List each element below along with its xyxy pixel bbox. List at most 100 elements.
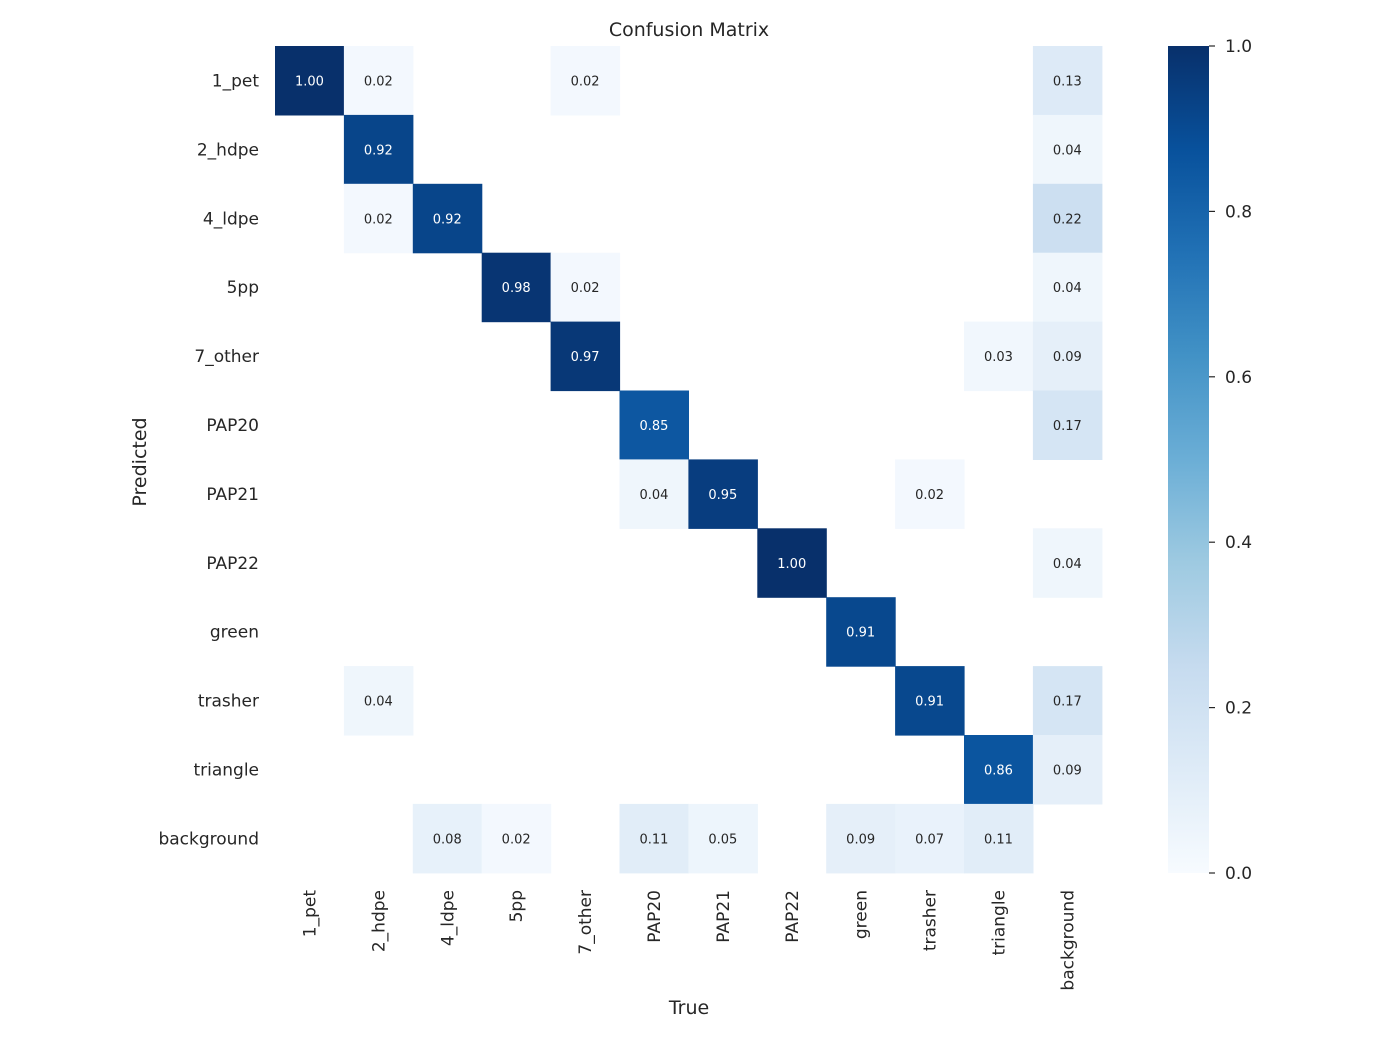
y-axis-label: Predicted <box>129 417 151 506</box>
y-tick-labels: 1_pet 2_hdpe 4_ldpe 5pp 7_other PAP20 PAP21 PAP… <box>158 71 259 849</box>
heatmap-cell <box>826 803 896 874</box>
y-tick-label: 2_hdpe <box>197 140 259 160</box>
colorbar-tick-label: 0.8 <box>1225 202 1252 222</box>
colorbar-tick-label: 1.0 <box>1225 37 1252 57</box>
colorbar-tick-label: 0.4 <box>1225 533 1252 553</box>
heatmap-cell <box>481 252 552 323</box>
y-tick-label: PAP20 <box>206 416 259 436</box>
heatmap-cell <box>826 597 896 667</box>
cell-value-label: 0.04 <box>1053 143 1082 158</box>
heatmap-cell <box>1032 735 1103 805</box>
colorbar-tick-label: 0.2 <box>1225 699 1252 719</box>
colorbar-tick-label: 0.6 <box>1225 368 1252 388</box>
y-tick-label: PAP22 <box>206 554 259 574</box>
cell-value-label: 0.85 <box>639 419 668 434</box>
heatmap-cell <box>1032 183 1103 254</box>
heatmap-cell <box>964 321 1034 392</box>
heatmap-cell <box>481 803 552 874</box>
cell-value-label: 1.00 <box>777 557 806 572</box>
heatmap-cell <box>412 803 483 874</box>
cell-value-label: 0.08 <box>433 832 462 847</box>
heatmap-cell <box>550 46 621 116</box>
x-tick-label: background <box>1058 890 1078 991</box>
y-tick-label: triangle <box>193 760 259 780</box>
heatmap-cell <box>1032 666 1103 736</box>
heatmap-cell <box>275 46 345 116</box>
cell-value-label: 0.95 <box>708 488 737 503</box>
y-tick-label: 7_other <box>194 347 259 367</box>
x-tick-label: 4_ldpe <box>438 890 458 946</box>
heatmap-cell <box>343 666 414 736</box>
cell-value-label: 0.92 <box>364 143 393 158</box>
x-tick-label: PAP22 <box>783 890 803 943</box>
x-tick-label: green <box>852 890 872 939</box>
cell-value-label: 0.98 <box>502 281 531 296</box>
cell-value-label: 0.17 <box>1053 695 1082 710</box>
heatmap-cell <box>619 390 689 460</box>
cell-value-label: 0.09 <box>1053 763 1082 778</box>
cell-value-label: 0.04 <box>1053 281 1082 296</box>
cell-value-label: 0.04 <box>1053 557 1082 572</box>
y-tick-label: PAP21 <box>206 485 259 505</box>
cell-value-label: 0.02 <box>571 74 600 89</box>
colorbar-gradient <box>1168 46 1209 873</box>
heatmap-cells: 1.00 0.02 0.02 0.13 0.92 0.04 0.02 0.92 0.22 0.98… <box>275 46 1103 874</box>
heatmap-cell <box>757 528 827 598</box>
heatmap-cell <box>1032 390 1103 460</box>
y-tick-label: 5pp <box>227 278 259 298</box>
y-tick-label: green <box>210 623 259 643</box>
heatmap-cell <box>688 459 758 529</box>
x-tick-labels: 1_pet 2_hdpe 4_ldpe 5pp 7_other PAP20 PAP21 PAP… <box>300 890 1078 991</box>
cell-value-label: 0.04 <box>364 695 393 710</box>
cell-value-label: 0.05 <box>708 832 737 847</box>
cell-value-label: 0.11 <box>639 832 668 847</box>
y-tick-label: trasher <box>198 692 259 712</box>
x-tick-label: 7_other <box>576 890 596 955</box>
colorbar: 0.0 0.2 0.4 0.6 0.8 1.0 <box>1168 37 1252 884</box>
y-tick-label: 4_ldpe <box>203 209 259 229</box>
x-tick-label: PAP20 <box>645 890 665 943</box>
heatmap-cell <box>343 46 414 116</box>
heatmap-cell <box>1032 528 1103 598</box>
cell-value-label: 0.07 <box>915 832 944 847</box>
heatmap-cell <box>412 183 483 254</box>
cell-value-label: 0.17 <box>1053 419 1082 434</box>
heatmap-cell <box>964 803 1034 874</box>
cell-value-label: 0.03 <box>984 350 1013 365</box>
heatmap-cell <box>1032 46 1103 116</box>
cell-value-label: 0.91 <box>915 695 944 710</box>
x-tick-label: PAP21 <box>714 890 734 943</box>
heatmap-cell <box>964 735 1034 805</box>
cell-value-label: 0.09 <box>1053 350 1082 365</box>
y-tick-label: 1_pet <box>212 71 260 91</box>
heatmap-cell <box>550 252 621 323</box>
heatmap-cell <box>550 321 621 392</box>
cell-value-label: 1.00 <box>295 74 324 89</box>
x-tick-label: trasher <box>921 890 941 951</box>
x-axis-label: True <box>668 997 709 1019</box>
cell-value-label: 0.02 <box>571 281 600 296</box>
heatmap-cell <box>1032 321 1103 392</box>
cell-value-label: 0.02 <box>364 74 393 89</box>
heatmap-cell <box>895 666 965 736</box>
colorbar-tick-label: 0.0 <box>1225 864 1252 884</box>
cell-value-label: 0.09 <box>846 832 875 847</box>
x-tick-label: 2_hdpe <box>369 890 389 952</box>
chart-title: Confusion Matrix <box>609 19 769 41</box>
heatmap-cell <box>688 803 758 874</box>
heatmap-cell <box>343 183 414 254</box>
heatmap-cell <box>895 459 965 529</box>
x-tick-label: 5pp <box>507 890 527 922</box>
cell-value-label: 0.02 <box>502 832 531 847</box>
cell-value-label: 0.11 <box>984 832 1013 847</box>
cell-value-label: 0.02 <box>364 212 393 227</box>
cell-value-label: 0.02 <box>915 488 944 503</box>
heatmap-cell <box>1032 114 1103 185</box>
heatmap-cell <box>619 803 689 874</box>
heatmap-cell <box>1032 252 1103 323</box>
heatmap-cell <box>343 114 414 185</box>
cell-value-label: 0.22 <box>1053 212 1082 227</box>
cell-value-label: 0.86 <box>984 763 1013 778</box>
x-tick-label: 1_pet <box>300 890 320 938</box>
